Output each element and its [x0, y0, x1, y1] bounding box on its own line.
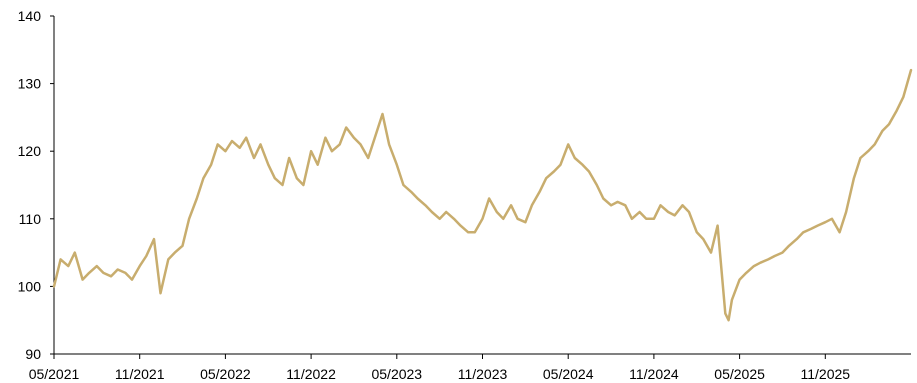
chart-axes	[53, 16, 911, 355]
y-tick-label: 90	[25, 346, 41, 362]
series-line-0	[52, 68, 913, 322]
y-axis-ticks: 90 100 110 120 130 140	[18, 8, 54, 362]
series-group	[52, 68, 913, 322]
x-tick-label: 11/2021	[115, 366, 165, 382]
y-tick-label: 120	[18, 143, 42, 159]
y-tick-label: 130	[18, 76, 42, 92]
x-axis-ticks: 05/2021 11/2021 05/2022 11/2022 05/2023 11/20…	[29, 354, 851, 382]
x-tick-label: 11/2022	[286, 366, 336, 382]
x-tick-label: 05/2024	[543, 366, 594, 382]
y-tick-label: 110	[19, 211, 42, 227]
x-tick-label: 05/2022	[200, 366, 251, 382]
x-tick-label: 11/2024	[629, 366, 679, 382]
x-tick-label: 11/2025	[801, 366, 851, 382]
y-tick-label: 100	[18, 278, 42, 294]
y-tick-label: 140	[18, 8, 42, 24]
x-tick-label: 05/2025	[714, 366, 765, 382]
x-tick-label: 11/2023	[458, 366, 508, 382]
x-tick-label: 05/2021	[29, 366, 80, 382]
x-tick-label: 05/2023	[371, 366, 422, 382]
